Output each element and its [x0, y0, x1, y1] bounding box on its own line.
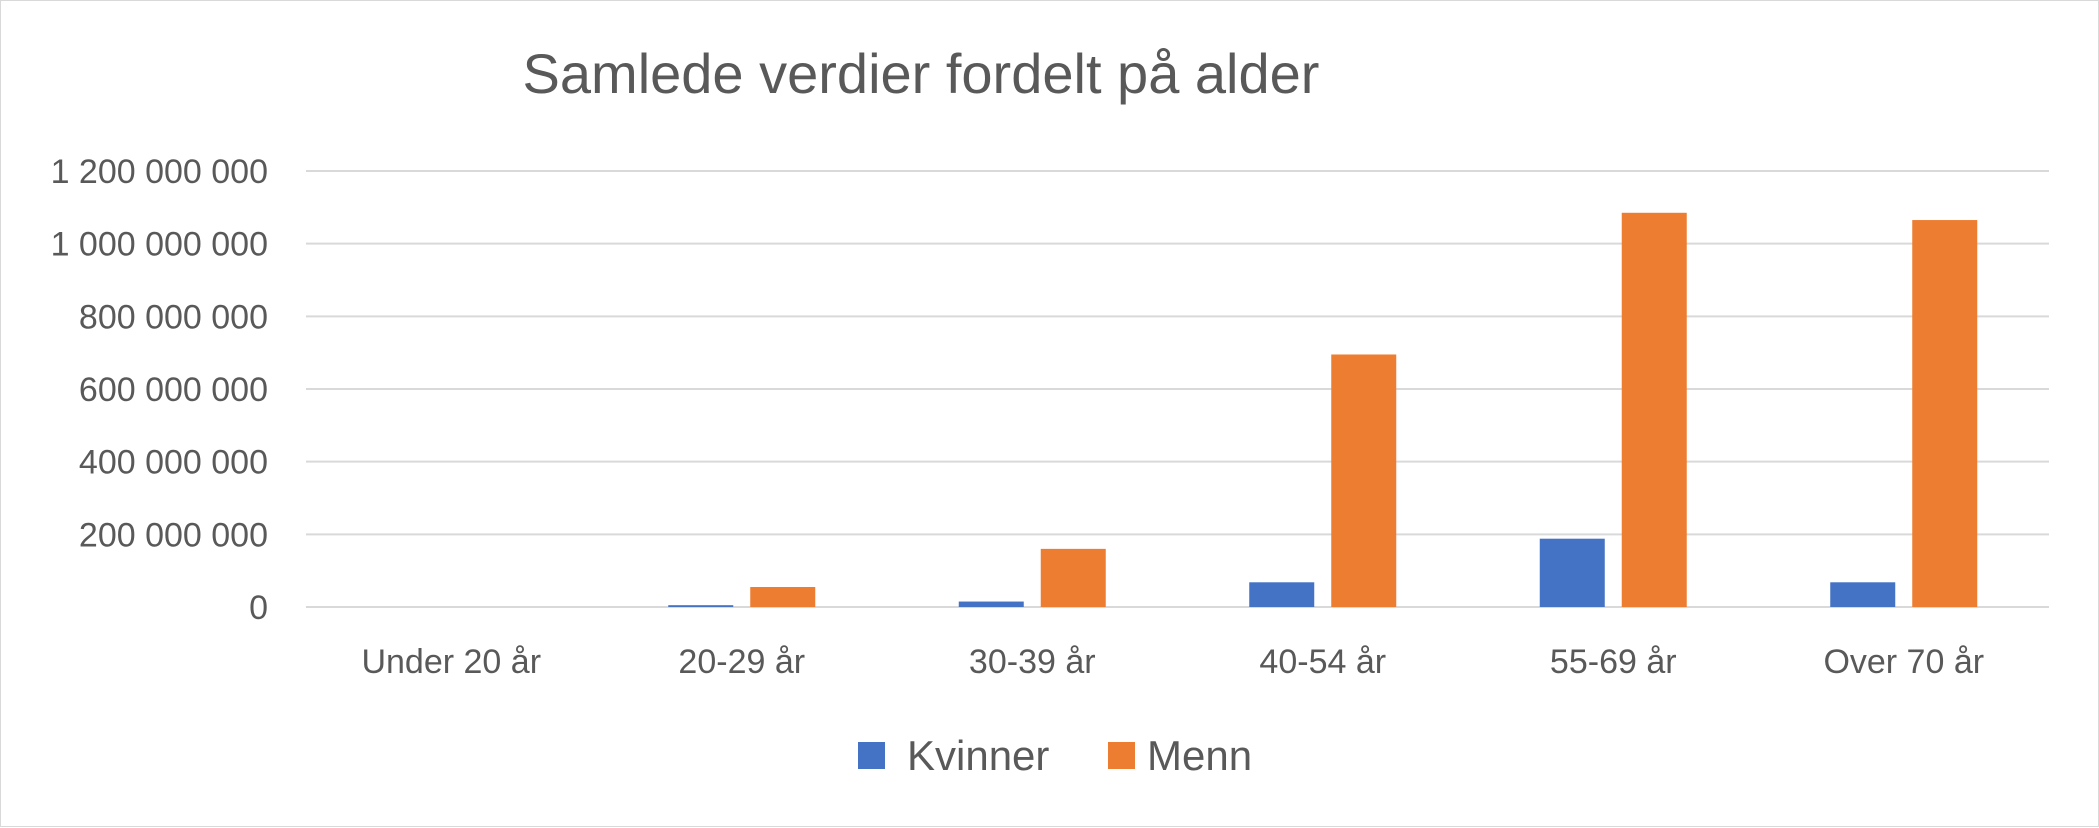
legend-swatch-kvinner	[858, 742, 885, 769]
y-tick-label: 600 000 000	[79, 371, 268, 409]
x-tick-label: 30-39 år	[969, 643, 1096, 681]
x-axis-tick-labels: Under 20 år 20-29 år 30-39 år 40-54 år 55-69…	[361, 643, 1984, 681]
legend: Kvinner Menn	[858, 732, 1252, 779]
bar-menn-5	[1912, 220, 1978, 608]
y-tick-label: 0	[249, 589, 268, 627]
bar-kvinner-5	[1830, 582, 1896, 607]
legend-label-menn: Menn	[1147, 732, 1252, 779]
x-tick-label: Under 20 år	[361, 643, 541, 681]
y-tick-label: 200 000 000	[79, 516, 268, 554]
y-tick-label: 1 200 000 000	[51, 153, 268, 191]
y-axis-tick-labels: 0 200 000 000 400 000 000 600 000 000 800 00…	[51, 153, 268, 627]
legend-label-kvinner: Kvinner	[907, 732, 1049, 779]
bar-menn-2	[1040, 548, 1106, 607]
x-tick-label: 20-29 år	[678, 643, 805, 681]
y-tick-label: 800 000 000	[79, 298, 268, 336]
bar-menn-4	[1621, 212, 1687, 608]
bar-menn-1	[750, 587, 816, 607]
gridlines	[306, 170, 2049, 608]
y-tick-label: 1 000 000 000	[51, 226, 268, 264]
bar-kvinner-2	[958, 601, 1024, 607]
legend-swatch-menn	[1108, 742, 1135, 769]
chart-title: Samlede verdier fordelt på alder	[523, 42, 1320, 105]
bars	[668, 212, 1978, 608]
x-tick-label: 40-54 år	[1259, 643, 1386, 681]
bar-kvinner-4	[1539, 538, 1605, 607]
y-tick-label: 400 000 000	[79, 444, 268, 482]
x-tick-label: Over 70 år	[1823, 643, 1984, 681]
bar-menn-3	[1331, 354, 1397, 607]
bar-kvinner-3	[1249, 582, 1315, 607]
bar-kvinner-1	[668, 605, 734, 607]
x-tick-label: 55-69 år	[1550, 643, 1677, 681]
